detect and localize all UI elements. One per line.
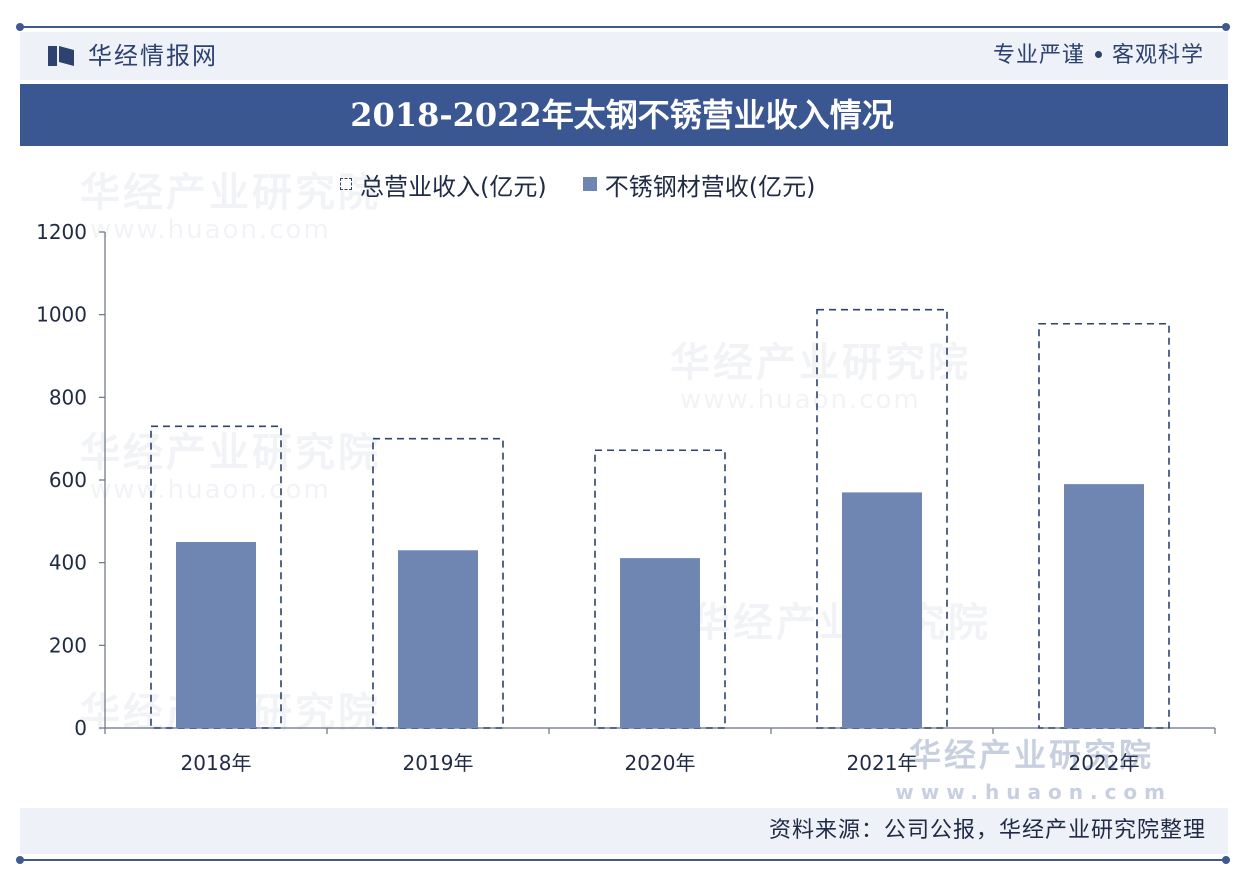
y-tick-label: 800 [49,385,87,409]
legend-item-stainless: 不锈钢材营收(亿元) [582,167,816,202]
top-frame-line [20,26,1230,28]
watermark-logo-text: 华经产业研究院 [908,736,1154,774]
frame-dot-top-right [1222,23,1230,31]
legend-swatch-total [340,178,352,190]
legend-swatch-stainless [582,177,597,191]
x-category-label: 2022年 [1069,751,1140,775]
slogan-separator-dot [1094,50,1102,58]
frame-dot-top-left [16,23,24,31]
y-tick-label: 600 [49,468,87,492]
x-category-label: 2019年 [403,751,474,775]
frame-dot-bottom-left [16,856,24,864]
legend-item-total: 总营业收入(亿元) [340,167,547,202]
bar-stainless-revenue [398,550,478,728]
brand-bar [20,32,1228,80]
bar-stainless-revenue [842,492,922,728]
y-tick-label: 0 [74,716,87,740]
watermark-logo-url: www.huaon.com [895,780,1172,804]
brand-slogan: 专业严谨 客观科学 [993,40,1204,72]
bar-stainless-revenue [176,542,256,728]
y-tick-label: 400 [49,551,87,575]
slogan-right: 客观科学 [1111,43,1204,68]
y-tick-label: 1200 [36,220,87,244]
x-category-label: 2021年 [847,751,918,775]
slogan-left: 专业严谨 [992,43,1085,68]
frame-dot-bottom-right [1222,856,1230,864]
y-tick-label: 1000 [36,303,87,327]
source-note: 资料来源：公司公报，华经产业研究院整理 [768,818,1206,843]
chart-legend: 总营业收入(亿元) 不锈钢材营收(亿元) [340,166,851,202]
huajing-logo-icon [48,46,74,66]
bar-total-revenue [1038,322,1170,729]
x-category-label: 2018年 [181,751,252,775]
legend-label-total: 总营业收入(亿元) [360,172,547,201]
title-bar [20,84,1228,146]
bottom-frame-line [20,859,1230,861]
source-bar [20,808,1228,854]
brand-name: 华经情报网 [88,42,218,70]
x-category-label: 2020年 [625,751,696,775]
y-tick-label: 200 [49,633,87,657]
legend-label-stainless: 不锈钢材营收(亿元) [604,172,816,201]
chart-title: 2018-2022年太钢不锈营业收入情况 [350,96,894,134]
bar-stainless-revenue [620,558,700,728]
bar-stainless-revenue [1064,484,1144,728]
